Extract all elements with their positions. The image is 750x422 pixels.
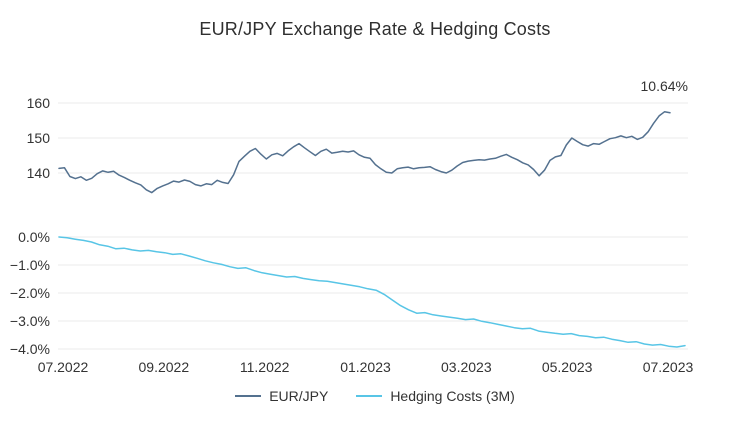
hedging-costs-line (58, 236, 686, 348)
y-tick-label: −4.0% (9, 341, 50, 357)
eurjpy-line-swatch (235, 395, 262, 397)
x-tick-label: 05.2023 (541, 359, 593, 375)
hedging-line-swatch (356, 395, 383, 397)
legend-item-hedging[interactable]: Hedging Costs (3M) (356, 388, 515, 404)
x-tick-label: 09.2022 (138, 359, 190, 375)
x-tick-label: 11.2022 (239, 359, 290, 375)
end-value-label: 10.64% (640, 78, 688, 94)
chart-title: EUR/JPY Exchange Rate & Hedging Costs (199, 19, 551, 39)
legend-label-eurjpy: EUR/JPY (269, 388, 329, 404)
legend-item-eurjpy[interactable]: EUR/JPY (235, 388, 328, 404)
y-tick-label: 150 (26, 130, 50, 146)
legend-label-hedging: Hedging Costs (3M) (390, 388, 515, 404)
eurjpy-line (58, 111, 671, 194)
x-tick-label: 07.2022 (37, 359, 89, 375)
x-tick-label: 07.2023 (642, 359, 694, 375)
y-tick-label: −1.0% (9, 257, 50, 273)
x-tick-label: 01.2023 (340, 359, 391, 375)
legend: EUR/JPY Hedging Costs (3M) (0, 388, 750, 404)
y-tick-label: 140 (26, 165, 50, 181)
y-tick-label: 160 (26, 95, 50, 111)
y-tick-label: −3.0% (9, 313, 50, 329)
y-tick-label: −2.0% (9, 285, 50, 301)
x-tick-label: 03.2023 (441, 359, 492, 375)
y-tick-label: 0.0% (18, 229, 50, 245)
